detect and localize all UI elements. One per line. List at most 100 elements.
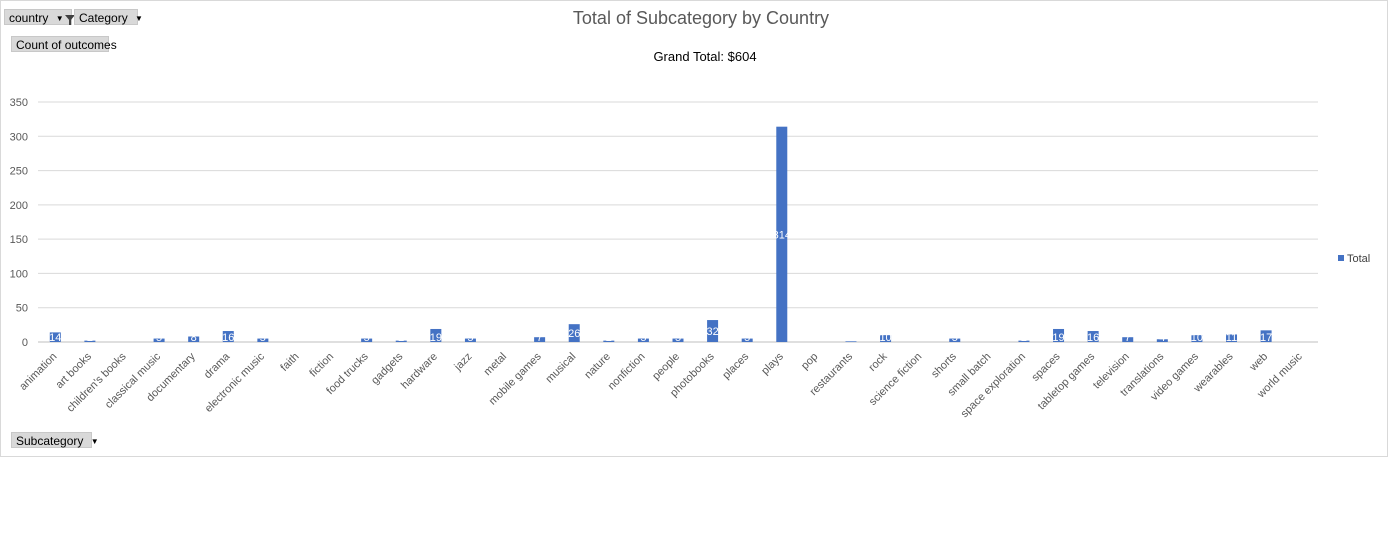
bar	[568, 324, 580, 342]
bar	[84, 340, 96, 342]
bar	[222, 331, 234, 342]
data-label: 11	[1226, 332, 1237, 344]
x-tick-label: animation	[17, 351, 59, 393]
bar	[1191, 335, 1203, 342]
data-label: 2	[87, 332, 93, 344]
data-label: 2	[606, 332, 612, 344]
x-tick-label: pop	[799, 351, 820, 372]
legend-swatch	[1338, 255, 1344, 261]
y-tick-label: 200	[10, 200, 28, 212]
y-tick-label: 100	[10, 268, 28, 280]
data-label: 2	[1021, 332, 1027, 344]
x-tick-label: jazz	[452, 351, 475, 374]
bar	[1226, 334, 1238, 342]
bar	[1018, 340, 1030, 342]
data-label: 10	[1191, 332, 1203, 344]
bar	[741, 338, 753, 342]
y-tick-label: 300	[10, 131, 28, 143]
x-tick-label: shorts	[929, 350, 959, 380]
y-tick-label: 350	[10, 97, 28, 109]
data-label: 5	[640, 332, 646, 344]
dropdown-arrow-icon: ▼	[55, 14, 64, 23]
data-label: 5	[467, 332, 473, 344]
data-label: 2	[398, 332, 404, 344]
chart-title: Total of Subcategory by Country	[572, 8, 830, 28]
x-tick-label: people	[650, 351, 682, 383]
data-label: 17	[1260, 332, 1272, 344]
x-tick-label: spaces	[1030, 350, 1063, 383]
dropdown-arrow-icon: ▼	[90, 437, 99, 446]
bar	[361, 338, 373, 342]
bar	[534, 337, 546, 342]
data-label: 16	[222, 332, 234, 344]
bar	[707, 320, 719, 342]
data-label: 5	[364, 332, 370, 344]
x-tick-label: web	[1247, 351, 1270, 374]
bar	[1087, 331, 1099, 342]
data-label: 314	[773, 229, 791, 241]
values-field-button[interactable]: Count of outcomes	[11, 36, 117, 52]
y-tick-label: 50	[16, 303, 28, 315]
category-filter-button[interactable]: Category ▼	[74, 9, 143, 25]
bar	[1122, 337, 1134, 342]
x-tick-label: plays	[759, 350, 786, 377]
bar	[1260, 330, 1272, 342]
data-label: 5	[156, 332, 162, 344]
filter-funnel-icon	[64, 15, 75, 25]
bar	[49, 332, 61, 342]
x-tick-label: nature	[582, 351, 613, 382]
data-label: 5	[675, 332, 681, 344]
data-label: 4	[1159, 332, 1165, 344]
subcategory-axis-button[interactable]: Subcategory ▼	[11, 432, 99, 448]
subcategory-axis-label: Subcategory	[16, 434, 84, 448]
country-filter-label: country	[9, 11, 49, 25]
legend: Total	[1338, 253, 1370, 265]
data-label: 10	[879, 332, 891, 344]
x-tick-label: places	[720, 350, 751, 381]
data-label: 5	[952, 332, 958, 344]
data-label: 32	[706, 326, 718, 338]
data-label: 26	[568, 328, 580, 340]
data-label: 7	[537, 332, 543, 344]
chart-subtitle: Grand Total: $604	[653, 49, 757, 64]
x-tick-label: metal	[482, 351, 510, 379]
bar	[464, 338, 476, 342]
dropdown-arrow-icon: ▼	[135, 14, 143, 23]
bar	[637, 338, 649, 342]
y-tick-label: 150	[10, 234, 28, 246]
bar	[430, 328, 442, 342]
bar	[845, 341, 857, 342]
data-label: 14	[49, 332, 61, 344]
bar	[880, 335, 892, 342]
data-label: 19	[430, 332, 442, 344]
y-tick-label: 0	[22, 337, 28, 349]
legend-label: Total	[1347, 253, 1371, 265]
x-tick-label: musical	[543, 351, 578, 386]
data-label: 16	[1087, 332, 1099, 344]
x-tick-label: children's books	[65, 350, 129, 414]
bar	[603, 340, 615, 342]
category-filter-label: Category	[79, 11, 128, 25]
country-filter-button[interactable]: country ▼	[4, 9, 75, 25]
x-tick-label: electronic music	[203, 350, 268, 415]
x-tick-label: faith	[278, 351, 301, 374]
data-label: 5	[260, 332, 266, 344]
data-label: 7	[1125, 332, 1131, 344]
bar	[188, 336, 200, 342]
chart-area	[0, 0, 1388, 457]
bar	[395, 340, 407, 342]
bar	[949, 338, 961, 342]
data-label: 1	[848, 332, 854, 344]
bar	[257, 338, 269, 342]
values-field-label: Count of outcomes	[16, 38, 117, 52]
bar	[776, 126, 788, 342]
x-tick-label: nonfiction	[606, 351, 648, 393]
y-tick-label: 250	[10, 166, 28, 178]
data-label: 19	[1052, 332, 1064, 344]
bar	[153, 338, 165, 342]
x-tick-label: hardware	[399, 351, 440, 392]
x-tick-label: rock	[867, 350, 891, 374]
data-label: 8	[191, 332, 197, 344]
bar	[1156, 339, 1168, 342]
